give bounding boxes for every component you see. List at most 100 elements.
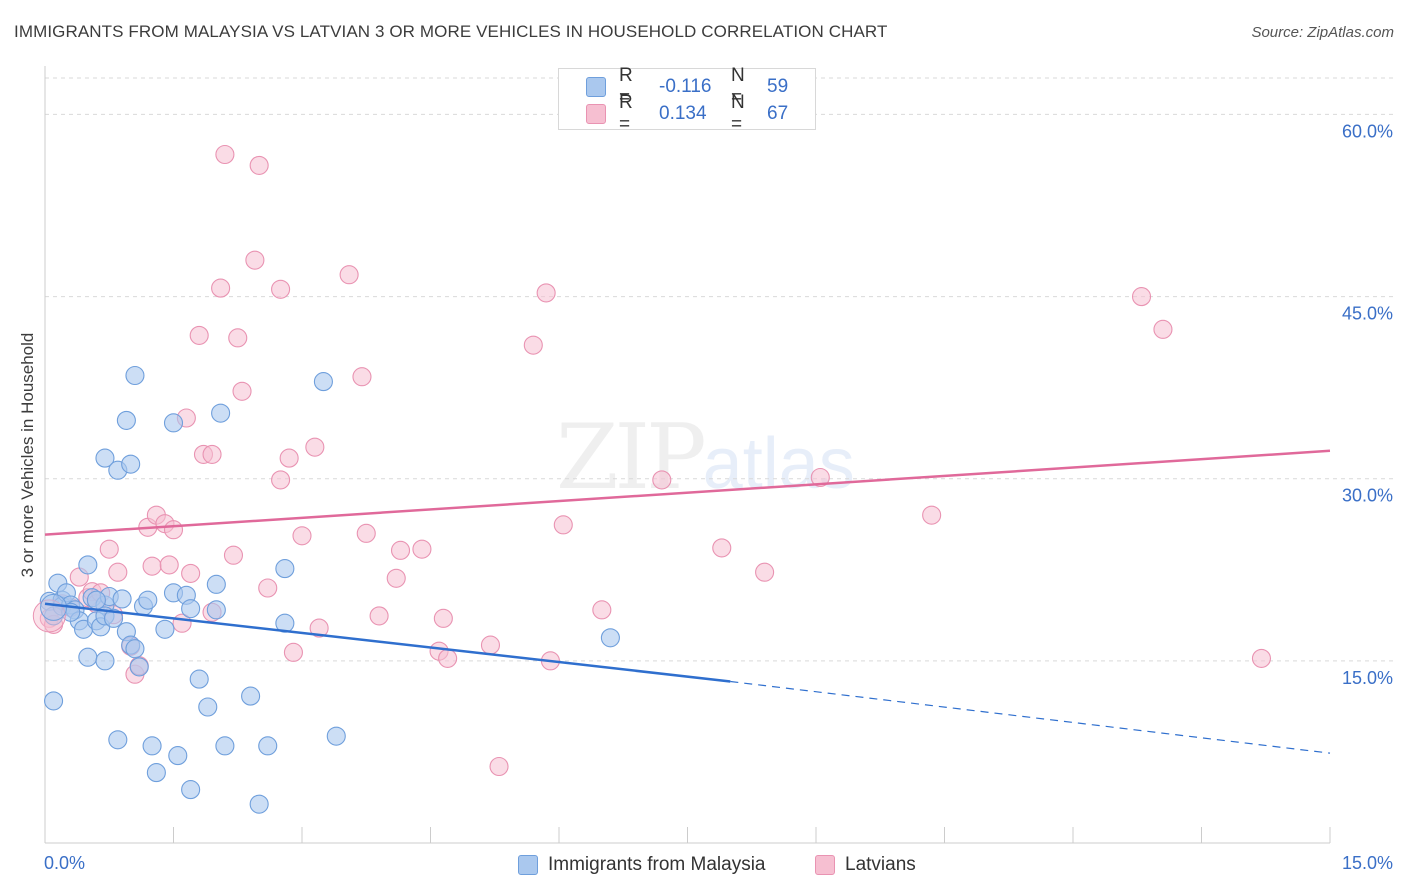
- bottom-legend-label-latvians: Latvians: [845, 854, 916, 875]
- legend-n-label: N =: [731, 65, 745, 108]
- latvian-point: [189, 325, 209, 345]
- malaysia-point: [142, 736, 162, 756]
- latvian-point: [712, 538, 732, 558]
- malaysia-point: [275, 559, 295, 579]
- y-tick-label: 45.0%: [1342, 304, 1393, 324]
- latvian-point: [356, 523, 376, 543]
- latvian-point: [1131, 287, 1152, 307]
- latvian-point: [339, 265, 359, 285]
- latvian-point: [211, 278, 231, 298]
- legend-n-value: 67: [767, 103, 789, 124]
- latvian-point: [215, 144, 235, 165]
- latvian-point: [181, 563, 201, 583]
- bottom-legend-label-malaysia: Immigrants from Malaysia: [548, 854, 766, 875]
- malaysia-point: [146, 763, 166, 783]
- latvian-point: [922, 505, 942, 525]
- malaysia-point: [108, 730, 128, 750]
- bottom-legend-swatch-blue: [518, 855, 538, 875]
- latvian-point: [352, 367, 372, 387]
- latvian-point: [1153, 319, 1173, 339]
- bottom-legend: Immigrants from Malaysia Latvians: [0, 852, 1406, 878]
- legend-r-value: 0.134: [659, 103, 707, 124]
- malaysia-point: [249, 794, 269, 814]
- malaysia-point: [121, 454, 141, 474]
- latvian-point: [159, 555, 179, 575]
- malaysia-point: [125, 365, 145, 386]
- legend-n-value: 59: [767, 76, 789, 97]
- latvian-point: [592, 600, 612, 620]
- latvian-point: [292, 526, 312, 546]
- malaysia-point: [138, 590, 158, 610]
- latvian-point: [245, 250, 265, 270]
- bottom-legend-swatch-pink: [815, 855, 835, 875]
- legend-r-label: R =: [619, 65, 633, 108]
- latvian-point: [480, 635, 501, 655]
- legend: R = -0.116 N = 59 R = 0.134 N = 67: [558, 65, 816, 135]
- latvian-point: [810, 467, 830, 488]
- malaysia-point: [168, 746, 188, 766]
- legend-swatch-blue: [586, 77, 606, 97]
- latvian-point: [279, 448, 299, 468]
- malaysia-point: [103, 608, 124, 628]
- legend-r-label: R =: [619, 92, 633, 135]
- legend-n-label: N =: [731, 92, 745, 135]
- malaysia-point: [116, 410, 136, 430]
- source-label: Source: ZipAtlas.com: [1251, 24, 1394, 41]
- y-tick-label: 60.0%: [1342, 121, 1393, 141]
- latvian-point: [271, 470, 291, 490]
- latvian-point: [249, 155, 269, 175]
- malaysia-point: [211, 403, 231, 423]
- latvian-point: [1251, 648, 1272, 668]
- bottom-legend-item-latvians: Latvians: [815, 852, 916, 878]
- latvian-point: [163, 520, 184, 540]
- malaysia-point: [189, 669, 209, 689]
- latvian-point: [386, 568, 406, 588]
- latvian-point: [390, 540, 411, 560]
- latvians-trend-line: [44, 449, 1331, 536]
- malaysia-trend-line: [44, 602, 731, 683]
- latvian-point: [305, 437, 325, 457]
- x-tick-label-max: 15.0%: [1342, 853, 1393, 873]
- malaysia-point: [163, 413, 184, 433]
- latvian-point: [258, 578, 278, 598]
- latvian-point: [228, 328, 248, 348]
- y-tick-label: 15.0%: [1342, 668, 1393, 688]
- malaysia-point: [125, 639, 145, 659]
- malaysia-cluster-point: [40, 593, 68, 621]
- latvian-point: [202, 444, 222, 464]
- legend-swatch-pink: [586, 104, 606, 124]
- bottom-legend-item-malaysia: Immigrants from Malaysia: [518, 852, 766, 878]
- latvian-point: [536, 283, 556, 303]
- chart-title: IMMIGRANTS FROM MALAYSIA VS LATVIAN 3 OR…: [14, 22, 888, 41]
- malaysia-point: [95, 448, 115, 468]
- latvian-point: [433, 608, 453, 628]
- latvian-point: [223, 545, 244, 565]
- latvian-point: [232, 381, 252, 401]
- malaysia-point: [112, 589, 132, 609]
- latvian-point: [412, 539, 432, 559]
- latvian-point: [142, 556, 162, 576]
- latvian-point: [369, 606, 389, 626]
- legend-r-value: -0.116: [659, 76, 712, 97]
- y-tick-label: 30.0%: [1342, 486, 1393, 506]
- latvian-point: [755, 562, 775, 582]
- malaysia-point: [181, 780, 201, 800]
- malaysia-point: [326, 726, 346, 746]
- malaysia-point: [206, 574, 226, 594]
- malaysia-point: [258, 736, 278, 756]
- latvian-point: [489, 756, 509, 777]
- malaysia-point: [78, 647, 98, 667]
- y-axis-label: 3 or more Vehicles in Household: [18, 332, 37, 578]
- malaysia-point: [600, 628, 620, 648]
- malaysia-point: [241, 686, 261, 706]
- malaysia-point: [78, 555, 98, 575]
- malaysia-point: [155, 619, 175, 639]
- latvian-point: [309, 618, 329, 638]
- latvian-point: [553, 515, 573, 535]
- latvian-point: [283, 642, 303, 662]
- malaysia-point: [129, 657, 149, 677]
- malaysia-point: [86, 590, 106, 610]
- latvian-point: [438, 648, 458, 668]
- malaysia-point: [313, 372, 333, 392]
